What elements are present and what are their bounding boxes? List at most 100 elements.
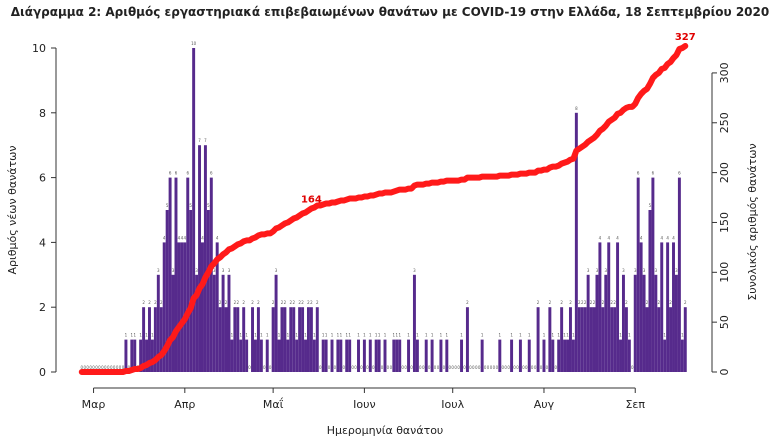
bar-value-label: 4	[184, 235, 187, 240]
y2-tick-label: 150	[718, 212, 731, 233]
bar-value-label: 3	[587, 268, 590, 273]
bar-value-label: 4	[666, 235, 669, 240]
bar-value-label: 5	[189, 203, 192, 208]
bar-value-label: 0	[101, 365, 104, 370]
bar-value-label: 0	[122, 365, 125, 370]
y-tick-label: 8	[39, 107, 46, 120]
bar	[415, 339, 419, 372]
bar	[198, 145, 202, 372]
bar-value-label: 0	[328, 365, 331, 370]
bar	[321, 339, 325, 372]
bar-value-label: 3	[675, 268, 678, 273]
bar-value-label: 1	[528, 333, 531, 338]
bar	[663, 339, 667, 372]
bar-value-label: 3	[655, 268, 658, 273]
bar-value-label: 2	[646, 300, 649, 305]
bar	[604, 274, 608, 372]
bar-value-label: 4	[607, 235, 610, 240]
bar	[627, 339, 631, 372]
bar-value-label: 2	[658, 300, 661, 305]
bar-value-label: 0	[504, 365, 507, 370]
bar	[583, 307, 587, 372]
bar-value-label: 4	[216, 235, 219, 240]
bar	[607, 242, 611, 372]
bar	[648, 210, 652, 372]
bar-value-label: 0	[110, 365, 113, 370]
bar	[518, 339, 522, 372]
bar-value-label: 0	[475, 365, 478, 370]
bar	[445, 339, 449, 372]
bar	[368, 339, 372, 372]
bar-value-label: 1	[266, 333, 269, 338]
bar-value-label: 1	[416, 333, 419, 338]
bar-value-label: 0	[83, 365, 86, 370]
bar	[683, 307, 687, 372]
bar-value-label: 1	[431, 333, 434, 338]
bar-value-label: 3	[195, 268, 198, 273]
bar	[666, 242, 670, 372]
bar	[186, 177, 190, 372]
bar-value-label: 1	[139, 333, 142, 338]
bar	[362, 339, 366, 372]
bar-value-label: 0	[534, 365, 537, 370]
bar	[657, 307, 661, 372]
bar	[298, 307, 302, 372]
bar	[672, 242, 675, 372]
bar-value-label: 1	[499, 333, 502, 338]
bar	[460, 339, 464, 372]
bar-value-label: 2	[584, 300, 587, 305]
bar-value-label: 2	[160, 300, 163, 305]
bar	[271, 307, 275, 372]
y-tick-label: 0	[39, 366, 46, 379]
bar-value-label: 2	[148, 300, 151, 305]
bar-value-label: 2	[281, 300, 284, 305]
bar-value-label: 3	[157, 268, 160, 273]
bar-value-label: 0	[451, 365, 454, 370]
bar	[130, 339, 134, 372]
bar-value-label: 2	[237, 300, 240, 305]
bar-value-label: 1	[239, 333, 242, 338]
bar-value-label: 0	[360, 365, 363, 370]
bar-value-label: 1	[322, 333, 325, 338]
bar-value-label: 1	[375, 333, 378, 338]
line-value-label: 164	[301, 195, 322, 206]
bar-value-label: 3	[213, 268, 216, 273]
bar-value-label: 1	[663, 333, 666, 338]
bar	[230, 339, 234, 372]
bar	[212, 274, 216, 372]
bar	[236, 307, 240, 372]
bar-value-label: 1	[125, 333, 128, 338]
bar	[536, 307, 540, 372]
x-tick-label: Απρ	[174, 398, 195, 411]
bar	[251, 307, 254, 372]
bar-value-label: 6	[175, 171, 178, 176]
bar	[601, 307, 605, 372]
bar	[159, 307, 163, 372]
bar	[174, 177, 178, 372]
bar-value-label: 0	[119, 365, 122, 370]
bar-value-label: 0	[513, 365, 516, 370]
bar-value-label: 1	[313, 333, 316, 338]
bar	[568, 307, 572, 372]
bar	[669, 307, 673, 372]
bar	[548, 307, 552, 372]
bar-value-label: 4	[181, 235, 184, 240]
bar	[598, 242, 602, 372]
bar	[315, 307, 319, 372]
bar-value-label: 2	[142, 300, 145, 305]
bar-value-label: 1	[340, 333, 343, 338]
bar-value-label: 1	[337, 333, 340, 338]
x-tick-label: Ιουλ	[441, 398, 464, 411]
bar-value-label: 2	[251, 300, 254, 305]
bar-value-label: 0	[478, 365, 481, 370]
bar	[312, 339, 316, 372]
bar	[639, 242, 643, 372]
bar	[253, 339, 257, 372]
bar-value-label: 0	[454, 365, 457, 370]
bar-value-label: 0	[381, 365, 384, 370]
x-tick-label: Μαΐ	[263, 397, 284, 411]
bar-value-label: 1	[425, 333, 428, 338]
bar	[624, 307, 628, 372]
bar-value-label: 0	[493, 365, 496, 370]
